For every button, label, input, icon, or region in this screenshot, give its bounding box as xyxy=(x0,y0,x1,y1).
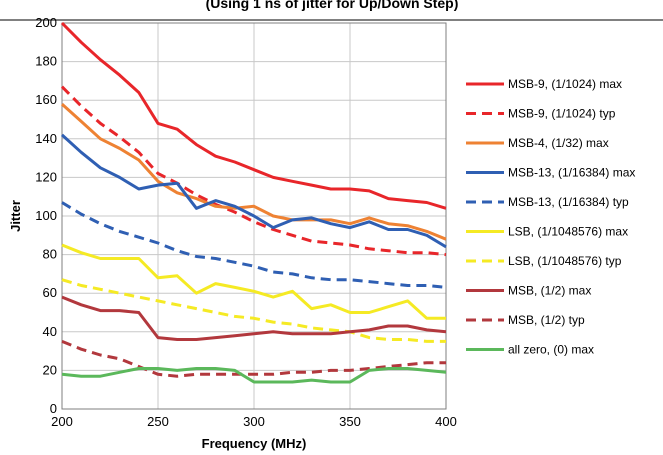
x-tick-label: 200 xyxy=(51,414,73,429)
x-tick-label: 350 xyxy=(339,414,361,429)
y-tick-label: 60 xyxy=(43,285,57,300)
legend-label: LSB, (1/1048576) max xyxy=(508,225,628,239)
y-tick-label: 120 xyxy=(35,169,57,184)
legend-label: MSB-13, (1/16384) max xyxy=(508,166,635,180)
legend-label: MSB, (1/2) typ xyxy=(508,313,585,327)
legend-label: MSB, (1/2) max xyxy=(508,284,591,298)
y-tick-label: 180 xyxy=(35,54,57,69)
legend-label: MSB-9, (1/1024) max xyxy=(508,77,622,91)
legend-label: LSB, (1/1048576) typ xyxy=(508,254,622,268)
y-tick-label: 160 xyxy=(35,92,57,107)
y-tick-label: 100 xyxy=(35,208,57,223)
y-tick-label: 140 xyxy=(35,131,57,146)
y-tick-label: 80 xyxy=(43,247,57,262)
x-axis-title: Frequency (MHz) xyxy=(202,436,307,451)
y-tick-label: 40 xyxy=(43,324,57,339)
legend-label: all zero, (0) max xyxy=(508,343,594,357)
y-tick-label: 20 xyxy=(43,362,57,377)
x-tick-label: 250 xyxy=(147,414,169,429)
x-tick-label: 400 xyxy=(435,414,457,429)
legend-label: MSB-9, (1/1024) typ xyxy=(508,107,616,121)
x-tick-label: 300 xyxy=(243,414,265,429)
legend: MSB-9, (1/1024) max MSB-9, (1/1024) typ MS… xyxy=(466,77,635,357)
legend-label: MSB-4, (1/32) max xyxy=(508,136,609,150)
legend-label: MSB-13, (1/16384) typ xyxy=(508,195,629,209)
chart-title: (Using 1 ns of jitter for Up/Down Step) xyxy=(206,0,459,11)
y-axis-title: Jitter xyxy=(8,200,23,232)
x-tick-labels: 200 250 300 350 400 xyxy=(51,414,457,429)
y-tick-label: 200 xyxy=(35,15,57,30)
